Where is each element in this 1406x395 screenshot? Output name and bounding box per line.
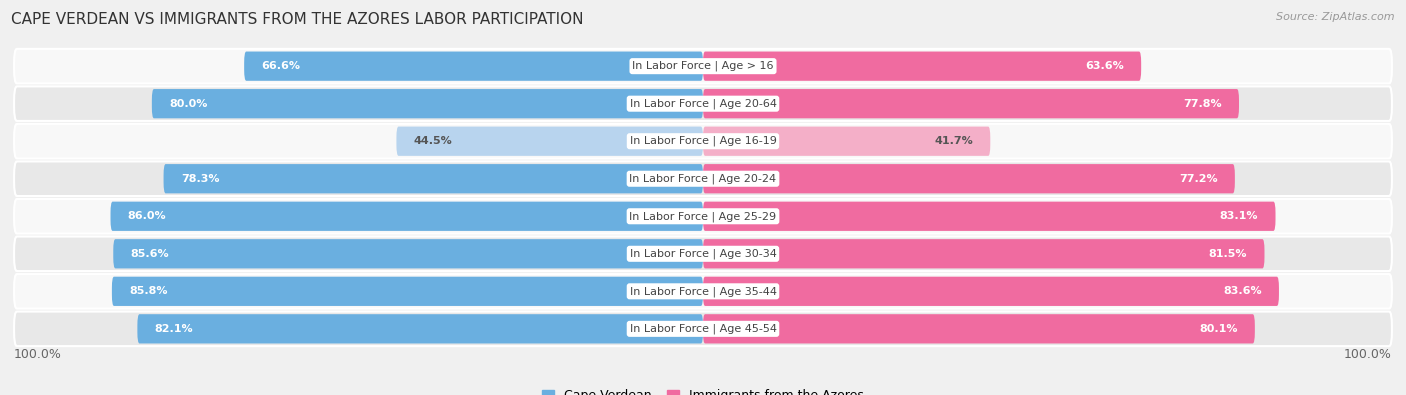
FancyBboxPatch shape — [14, 49, 1392, 83]
FancyBboxPatch shape — [14, 124, 1392, 158]
Text: 100.0%: 100.0% — [1344, 348, 1392, 361]
Text: 44.5%: 44.5% — [413, 136, 453, 146]
Text: 85.8%: 85.8% — [129, 286, 167, 296]
Text: 82.1%: 82.1% — [155, 324, 193, 334]
Text: 81.5%: 81.5% — [1209, 249, 1247, 259]
Text: 85.6%: 85.6% — [131, 249, 169, 259]
Text: 80.1%: 80.1% — [1199, 324, 1237, 334]
FancyBboxPatch shape — [703, 51, 1142, 81]
FancyBboxPatch shape — [14, 274, 1392, 308]
Text: 86.0%: 86.0% — [128, 211, 166, 221]
FancyBboxPatch shape — [703, 201, 1275, 231]
FancyBboxPatch shape — [111, 201, 703, 231]
FancyBboxPatch shape — [112, 276, 703, 306]
Text: In Labor Force | Age 35-44: In Labor Force | Age 35-44 — [630, 286, 776, 297]
Text: 83.6%: 83.6% — [1223, 286, 1261, 296]
FancyBboxPatch shape — [152, 89, 703, 118]
Text: In Labor Force | Age > 16: In Labor Force | Age > 16 — [633, 61, 773, 71]
FancyBboxPatch shape — [14, 312, 1392, 346]
Text: 80.0%: 80.0% — [169, 99, 208, 109]
Text: In Labor Force | Age 45-54: In Labor Force | Age 45-54 — [630, 324, 776, 334]
FancyBboxPatch shape — [163, 164, 703, 194]
FancyBboxPatch shape — [14, 87, 1392, 121]
FancyBboxPatch shape — [703, 239, 1264, 269]
FancyBboxPatch shape — [14, 237, 1392, 271]
FancyBboxPatch shape — [703, 314, 1254, 344]
FancyBboxPatch shape — [245, 51, 703, 81]
FancyBboxPatch shape — [703, 164, 1234, 194]
Text: In Labor Force | Age 25-29: In Labor Force | Age 25-29 — [630, 211, 776, 222]
Text: 41.7%: 41.7% — [935, 136, 973, 146]
Text: 78.3%: 78.3% — [181, 174, 219, 184]
FancyBboxPatch shape — [138, 314, 703, 344]
Text: In Labor Force | Age 30-34: In Labor Force | Age 30-34 — [630, 248, 776, 259]
Legend: Cape Verdean, Immigrants from the Azores: Cape Verdean, Immigrants from the Azores — [537, 384, 869, 395]
Text: 66.6%: 66.6% — [262, 61, 301, 71]
FancyBboxPatch shape — [114, 239, 703, 269]
FancyBboxPatch shape — [703, 126, 990, 156]
FancyBboxPatch shape — [703, 89, 1239, 118]
Text: 63.6%: 63.6% — [1085, 61, 1123, 71]
FancyBboxPatch shape — [14, 199, 1392, 233]
FancyBboxPatch shape — [703, 276, 1279, 306]
Text: In Labor Force | Age 20-64: In Labor Force | Age 20-64 — [630, 98, 776, 109]
Text: 100.0%: 100.0% — [14, 348, 62, 361]
Text: CAPE VERDEAN VS IMMIGRANTS FROM THE AZORES LABOR PARTICIPATION: CAPE VERDEAN VS IMMIGRANTS FROM THE AZOR… — [11, 12, 583, 27]
Text: 77.2%: 77.2% — [1180, 174, 1218, 184]
FancyBboxPatch shape — [396, 126, 703, 156]
Text: 83.1%: 83.1% — [1220, 211, 1258, 221]
Text: In Labor Force | Age 20-24: In Labor Force | Age 20-24 — [630, 173, 776, 184]
Text: In Labor Force | Age 16-19: In Labor Force | Age 16-19 — [630, 136, 776, 147]
FancyBboxPatch shape — [14, 162, 1392, 196]
Text: 77.8%: 77.8% — [1182, 99, 1222, 109]
Text: Source: ZipAtlas.com: Source: ZipAtlas.com — [1277, 12, 1395, 22]
